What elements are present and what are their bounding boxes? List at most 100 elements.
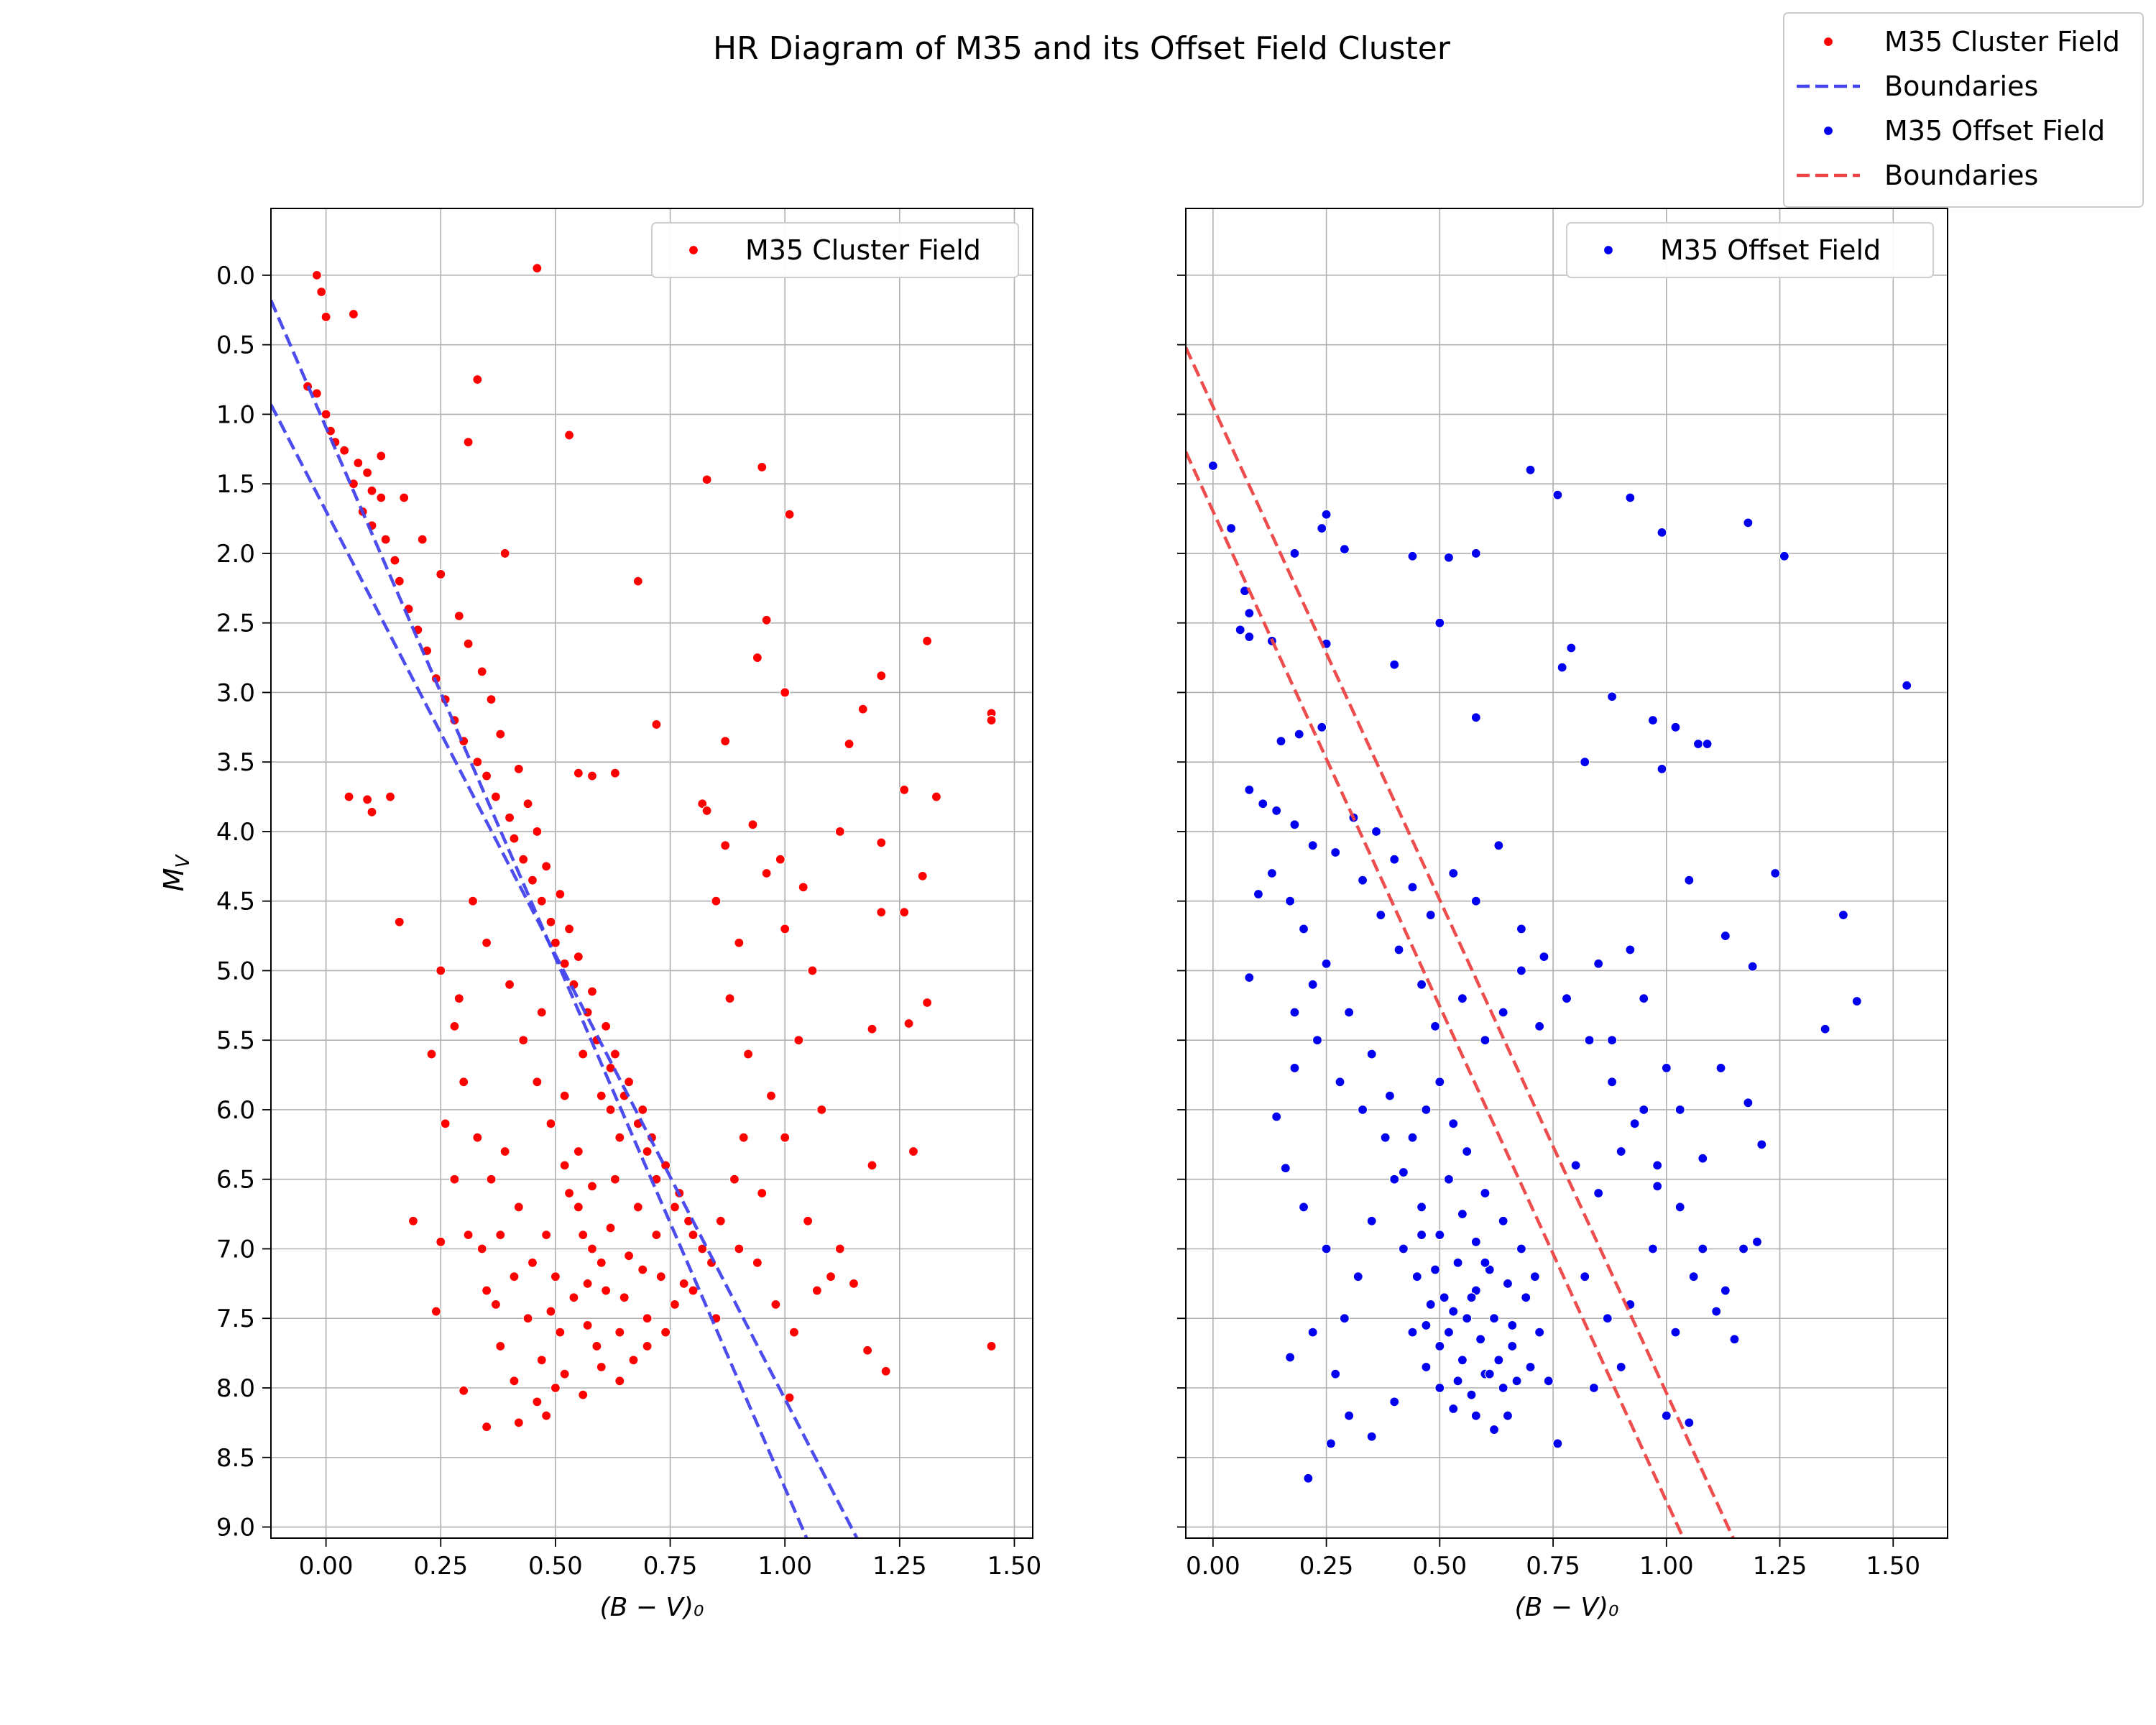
- offset-data-point: [1389, 1174, 1400, 1184]
- offset-data-point: [1606, 1077, 1618, 1087]
- offset-data-point: [1384, 1090, 1396, 1101]
- cluster-data-point: [430, 1306, 441, 1317]
- offset-data-point: [1543, 1376, 1554, 1386]
- cluster-data-point: [586, 986, 598, 997]
- cluster-data-point: [449, 1174, 460, 1184]
- offset-data-point: [1480, 1257, 1491, 1268]
- cluster-grid: [271, 208, 1033, 1538]
- offset-data-point: [1357, 875, 1368, 886]
- offset-data-point: [1280, 1163, 1291, 1174]
- offset-data-point: [1429, 1021, 1441, 1031]
- offset-data-point: [1462, 1146, 1473, 1157]
- cluster-data-point: [545, 1118, 556, 1129]
- cluster-data-point: [476, 666, 487, 677]
- cluster-data-point: [436, 1236, 446, 1247]
- cluster-data-point: [495, 729, 506, 740]
- figure-legend-marker: [1823, 36, 1834, 47]
- cluster-data-point: [417, 534, 428, 545]
- offset-data-point: [1425, 1299, 1436, 1310]
- offset-data-point: [1298, 1202, 1309, 1213]
- cluster-data-point: [917, 870, 928, 881]
- cluster-x-tick-label: 0.00: [299, 1552, 354, 1581]
- cluster-data-point: [380, 534, 391, 545]
- cluster-data-point: [876, 671, 887, 681]
- offset-data-point: [1285, 1352, 1296, 1363]
- offset-data-point: [1448, 1118, 1459, 1129]
- cluster-y-tick-label: 8.0: [216, 1374, 255, 1403]
- cluster-data-point: [559, 958, 570, 969]
- cluster-data-point: [586, 770, 598, 781]
- offset-data-point: [1317, 523, 1327, 534]
- offset-data-point: [1285, 896, 1296, 906]
- offset-data-point: [1820, 1024, 1830, 1034]
- offset-data-point: [1720, 1285, 1731, 1296]
- offset-data-point: [1244, 972, 1255, 983]
- offset-data-point: [1339, 544, 1350, 555]
- offset-data-point: [1639, 1104, 1649, 1116]
- offset-data-point: [1902, 680, 1912, 691]
- cluster-data-point: [573, 768, 584, 778]
- cluster-data-point: [788, 1327, 800, 1338]
- offset-data-point: [1421, 1361, 1432, 1373]
- cluster-x-tick-label: 1.50: [987, 1552, 1042, 1581]
- cluster-data-point: [876, 907, 887, 918]
- cluster-data-point: [463, 1230, 474, 1241]
- offset-data-point: [1488, 1313, 1500, 1324]
- cluster-data-point: [568, 1292, 579, 1303]
- cluster-data-point: [642, 1313, 653, 1324]
- cluster-data-point: [780, 687, 791, 698]
- offset-data-point: [1498, 1007, 1508, 1018]
- offset-data-point: [1439, 1292, 1450, 1303]
- offset-data-point: [1606, 1035, 1618, 1046]
- cluster-data-point: [436, 569, 446, 580]
- cluster-data-point: [532, 263, 543, 274]
- offset-data-point: [1452, 1257, 1463, 1268]
- offset-data-point: [1480, 1035, 1491, 1046]
- offset-data-point: [1557, 662, 1567, 673]
- cluster-data-point: [609, 1049, 621, 1059]
- cluster-data-point: [628, 1355, 639, 1366]
- cluster-data-point: [903, 1018, 914, 1029]
- offset-data-point: [1276, 736, 1286, 747]
- offset-data-point: [1321, 958, 1332, 969]
- cluster-x-tick-label: 1.25: [872, 1552, 927, 1581]
- cluster-data-point: [361, 794, 373, 805]
- offset-data-point: [1625, 944, 1636, 955]
- cluster-data-point: [798, 882, 808, 893]
- cluster-data-point: [601, 1285, 612, 1296]
- cluster-data-point: [394, 916, 405, 927]
- cluster-data-point: [522, 799, 533, 809]
- cluster-data-point: [701, 805, 712, 816]
- offset-data-point: [1244, 631, 1255, 643]
- cluster-data-point: [669, 1299, 681, 1310]
- offset-data-point: [1389, 1397, 1400, 1407]
- offset-data-point: [1652, 1181, 1663, 1192]
- cluster-data-point: [770, 1299, 781, 1310]
- cluster-legend-label: M35 Cluster Field: [745, 234, 981, 266]
- cluster-data-point: [453, 610, 464, 622]
- offset-x-tick-label: 0.75: [1526, 1552, 1580, 1581]
- cluster-data-point: [609, 768, 621, 778]
- offset-data-point: [1674, 1202, 1685, 1213]
- offset-axes-frame: [1185, 208, 1948, 1539]
- offset-data-point: [1466, 1292, 1477, 1303]
- cluster-data-point: [482, 1285, 492, 1296]
- offset-data-point: [1516, 1243, 1527, 1254]
- offset-data-point: [1756, 1139, 1767, 1150]
- cluster-data-point: [807, 965, 818, 976]
- cluster-data-point: [563, 430, 575, 441]
- offset-data-point: [1339, 1313, 1350, 1324]
- cluster-data-point: [513, 763, 524, 774]
- offset-x-tick-label: 0.50: [1412, 1552, 1467, 1581]
- offset-boundary-line: [1186, 346, 1736, 1538]
- offset-data-point: [1702, 738, 1713, 750]
- cluster-data-point: [578, 1389, 589, 1400]
- offset-data-point: [1443, 552, 1455, 563]
- cluster-data-point: [780, 1132, 791, 1143]
- cluster-data-point: [752, 1257, 763, 1268]
- cluster-x-tick-label: 0.25: [413, 1552, 468, 1581]
- offset-data-point: [1448, 1306, 1459, 1317]
- offset-data-point: [1393, 944, 1404, 955]
- cluster-data-point: [472, 1132, 483, 1143]
